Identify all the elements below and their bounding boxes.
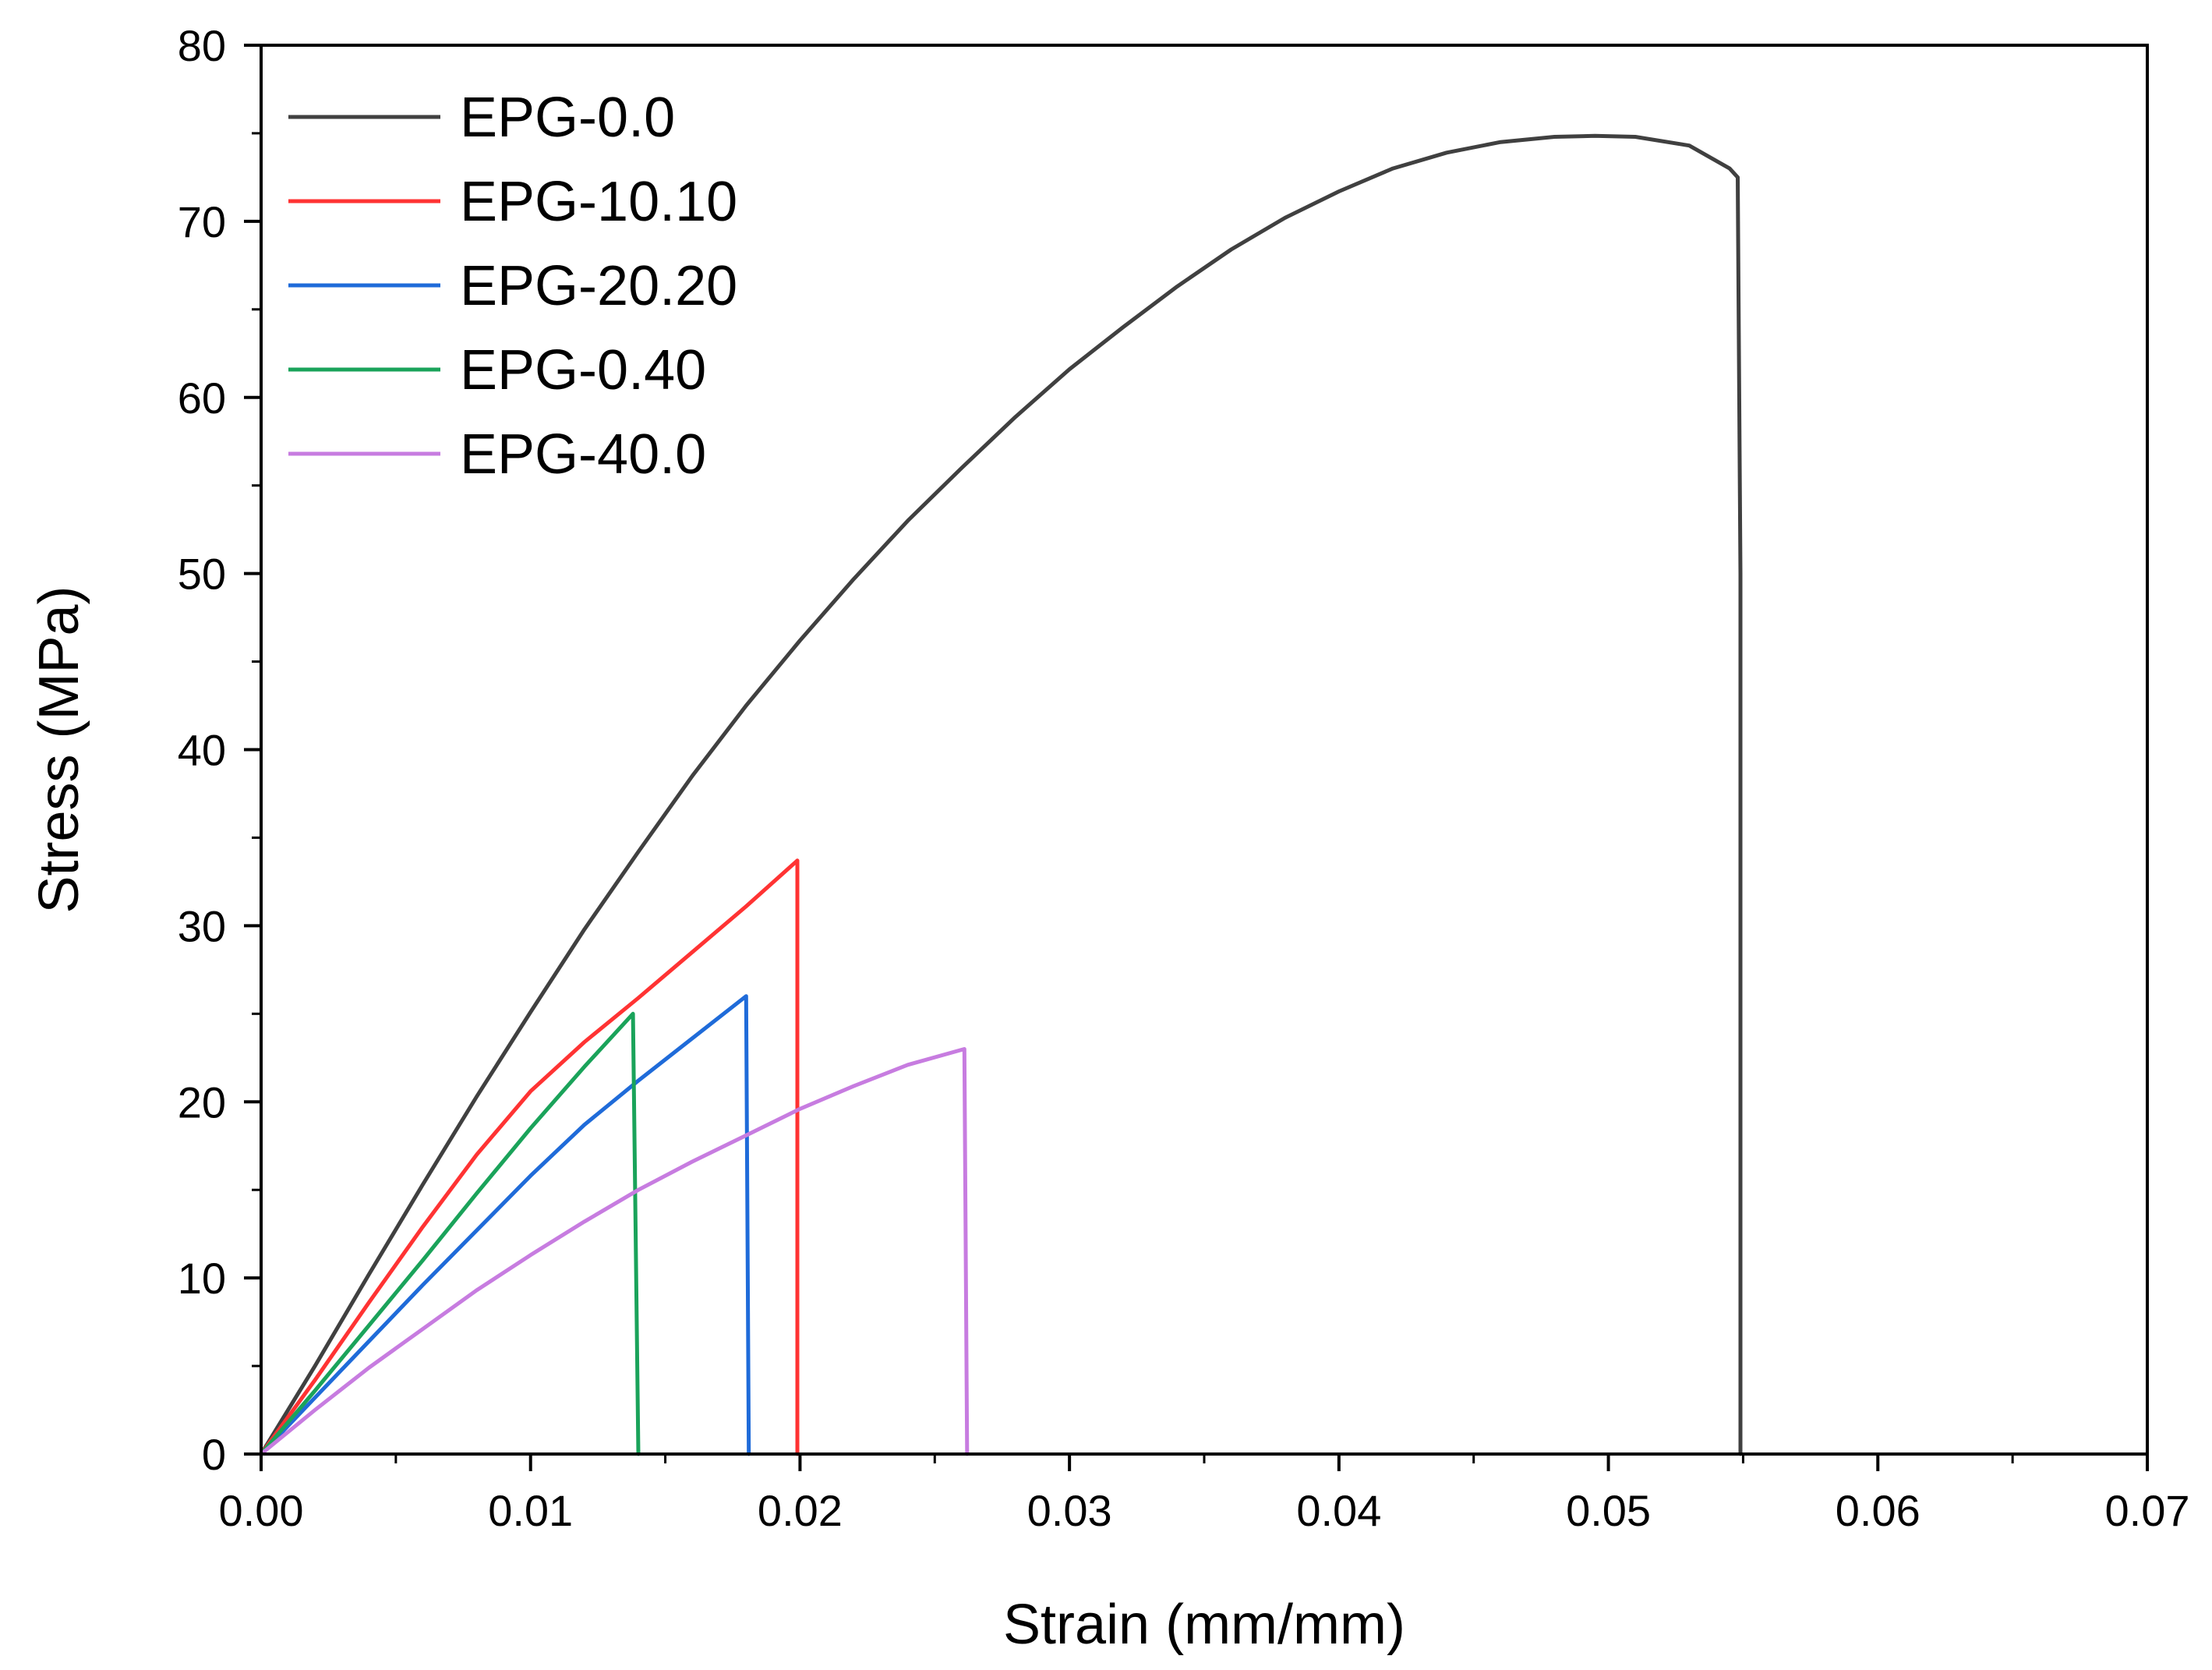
y-tick-label: 80 (178, 21, 226, 70)
x-tick-label: 0.01 (488, 1486, 573, 1535)
y-tick-label: 20 (178, 1077, 226, 1127)
x-tick-label: 0.07 (2105, 1486, 2190, 1535)
x-tick-label: 0.04 (1296, 1486, 1381, 1535)
y-tick-label: 10 (178, 1254, 226, 1303)
y-axis-ticks: 0 10 20 30 40 50 60 70 80 (178, 21, 261, 1479)
series-line-epg-40-0 (259, 1047, 970, 1456)
series-line-epg-20-20 (259, 994, 751, 1456)
y-tick-label: 60 (178, 373, 226, 423)
legend-label: EPG-0.40 (460, 339, 706, 402)
legend-label: EPG-0.0 (460, 87, 675, 149)
x-tick-label: 0.05 (1566, 1486, 1651, 1535)
legend-label: EPG-20.20 (460, 255, 737, 317)
y-tick-label: 70 (178, 197, 226, 246)
x-tick-label: 0.00 (219, 1486, 304, 1535)
x-tick-label: 0.03 (1027, 1486, 1112, 1535)
x-axis-title: Strain (mm/mm) (1003, 1594, 1405, 1656)
y-tick-label: 30 (178, 901, 226, 950)
x-tick-label: 0.06 (1836, 1486, 1920, 1535)
series-line-epg-10-10 (259, 858, 800, 1456)
legend-label: EPG-40.0 (460, 423, 706, 486)
y-tick-label: 50 (178, 550, 226, 599)
x-tick-label: 0.02 (758, 1486, 843, 1535)
legend: EPG-0.0 EPG-10.10 EPG-20.20 EPG-0.40 EPG-40.… (288, 87, 737, 486)
y-tick-label: 0 (202, 1430, 226, 1479)
y-tick-label: 40 (178, 726, 226, 775)
x-axis-ticks: 0.00 0.01 0.02 0.03 0.04 0.05 0.06 0.07 (219, 1454, 2190, 1535)
series-line-epg-0-0 (259, 133, 1743, 1456)
legend-label: EPG-10.10 (460, 171, 737, 233)
series-line-epg-0-40 (259, 1011, 641, 1456)
y-axis-title: Stress (MPa) (28, 586, 90, 913)
plot-lines (259, 133, 1743, 1456)
